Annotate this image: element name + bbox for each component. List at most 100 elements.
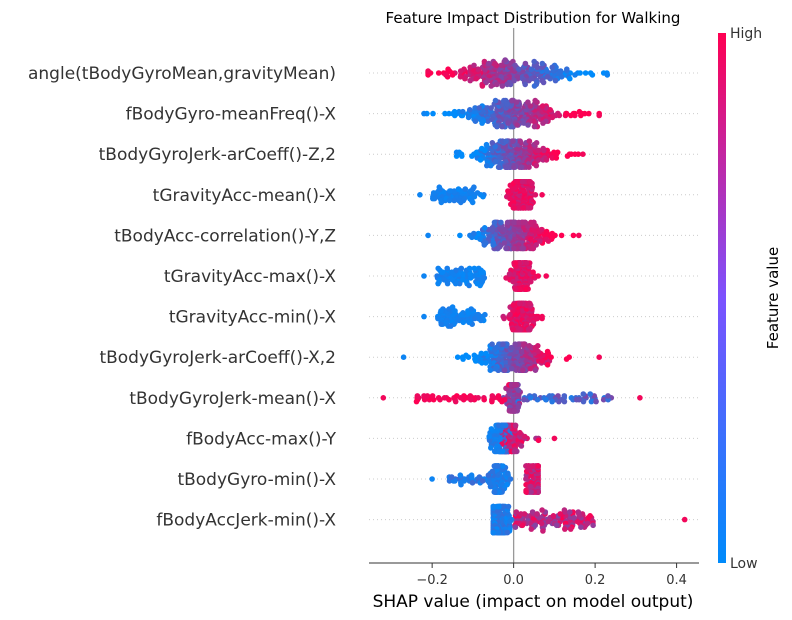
shap-point <box>492 159 499 165</box>
shap-point <box>511 408 517 414</box>
shap-point <box>452 398 459 405</box>
shap-point <box>453 149 460 156</box>
feature-label: tGravityAcc-max()-X <box>164 267 337 287</box>
shap-point <box>547 107 553 113</box>
shap-point <box>438 199 445 206</box>
shap-point <box>530 269 536 276</box>
shap-point <box>477 236 483 242</box>
shap-point <box>527 365 534 372</box>
shap-point <box>495 529 502 536</box>
shap-point <box>578 524 584 530</box>
shap-point <box>512 286 519 292</box>
shap-point <box>515 387 522 394</box>
shap-point <box>582 70 589 76</box>
shap-point <box>478 317 484 324</box>
shap-point <box>451 197 458 204</box>
shap-point <box>476 105 483 111</box>
shap-point <box>488 83 495 89</box>
shap-point <box>519 522 526 529</box>
shap-point <box>543 157 550 163</box>
colorbar-title: Feature value <box>764 247 782 349</box>
shap-point <box>474 190 481 196</box>
shap-point <box>446 197 453 204</box>
shap-point <box>545 518 552 525</box>
shap-point <box>539 315 545 322</box>
shap-point <box>495 393 502 399</box>
shap-point <box>436 184 443 190</box>
shap-point <box>435 280 441 287</box>
shap-point <box>552 232 558 239</box>
shap-point <box>522 219 528 226</box>
shap-point <box>533 242 539 248</box>
shap-point <box>552 77 559 84</box>
shap-point <box>570 232 577 239</box>
x-tick-label: 0.4 <box>666 573 687 588</box>
shap-point <box>489 468 496 475</box>
shap-point <box>505 470 511 477</box>
feature-label: fBodyGyro-meanFreq()-X <box>126 105 337 125</box>
shap-point <box>539 358 545 364</box>
shap-point <box>535 273 541 279</box>
shap-point <box>557 68 564 74</box>
feature-label: fBodyAccJerk-min()-X <box>156 511 336 531</box>
shap-point <box>549 155 556 161</box>
shap-point <box>500 463 506 469</box>
shap-point <box>516 66 522 72</box>
shap-point <box>521 396 527 403</box>
shap-point <box>479 360 485 366</box>
shap-point <box>476 474 483 480</box>
shap-point <box>425 68 431 74</box>
shap-point <box>483 360 489 366</box>
shap-point <box>532 223 539 229</box>
shap-point <box>518 443 525 449</box>
shap-point <box>525 122 531 128</box>
shap-point <box>501 240 508 246</box>
shap-point <box>513 179 520 185</box>
shap-point <box>576 396 582 403</box>
shap-point <box>463 352 469 359</box>
shap-point <box>479 478 486 484</box>
shap-point <box>490 242 497 248</box>
shap-point <box>475 265 482 272</box>
shap-point <box>459 277 466 283</box>
shap-point <box>471 62 477 69</box>
feature-label: tBodyGyroJerk-arCoeff()-Z,2 <box>99 145 336 165</box>
shap-point <box>507 518 513 525</box>
shap-point <box>511 219 517 226</box>
shap-point <box>588 398 595 405</box>
shap-point <box>521 341 527 348</box>
shap-point <box>481 225 488 231</box>
shap-point <box>504 81 511 88</box>
shap-point <box>526 164 532 170</box>
shap-point <box>453 267 459 274</box>
shap-point <box>572 72 578 78</box>
shap-point <box>511 77 517 84</box>
shap-point <box>495 245 501 252</box>
shap-point <box>380 395 387 401</box>
shap-point <box>505 503 512 510</box>
shap-point <box>548 354 554 361</box>
shap-point <box>527 179 534 185</box>
shap-point <box>483 79 489 86</box>
shap-point <box>587 391 593 397</box>
shap-point <box>523 489 529 495</box>
shap-point <box>486 433 493 440</box>
shap-point <box>430 195 436 202</box>
shap-point <box>480 269 486 276</box>
shap-point <box>532 192 539 198</box>
shap-point <box>508 344 515 351</box>
shap-point <box>466 319 472 326</box>
shap-point <box>485 60 492 67</box>
shap-point <box>445 66 451 72</box>
shap-point <box>516 300 523 307</box>
shap-point <box>438 308 444 314</box>
shap-point <box>521 433 528 440</box>
shap-point <box>512 524 519 530</box>
shap-point <box>508 365 515 372</box>
shap-point <box>510 278 516 285</box>
shap-point <box>519 179 526 185</box>
shap-point <box>577 70 583 76</box>
shap-point <box>510 326 516 333</box>
shap-point <box>576 108 583 115</box>
shap-point <box>528 489 534 495</box>
